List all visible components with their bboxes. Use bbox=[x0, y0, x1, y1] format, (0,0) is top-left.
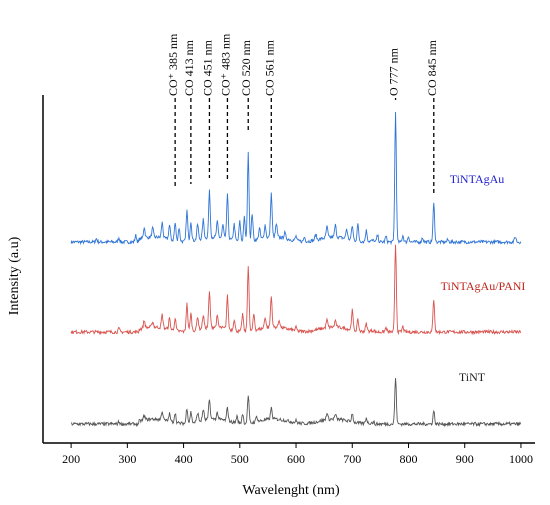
x-tick-label: 200 bbox=[62, 452, 80, 466]
x-tick-label: 800 bbox=[399, 452, 417, 466]
peak-annotations: CO⁺ 385 nm CO 413 nm CO 451 nm CO⁺ 483 nm CO… bbox=[166, 33, 439, 196]
peak-annotation-label: CO 520 nm bbox=[239, 39, 253, 96]
x-tick-label: 400 bbox=[175, 452, 193, 466]
series-label: TiNTAgAu/PANI bbox=[441, 279, 526, 293]
peak-annotation-label: CO 561 nm bbox=[262, 39, 276, 96]
series-line-tintagau bbox=[70, 111, 522, 246]
series-line-tintagau-pani bbox=[70, 244, 521, 336]
series-label: TiNT bbox=[459, 370, 486, 384]
peak-annotation-label: CO⁺ 483 nm bbox=[218, 33, 232, 96]
series-label: TiNTAgAu bbox=[450, 172, 505, 186]
peak-annotation-label: CO⁺ 385 nm bbox=[166, 33, 180, 96]
x-tick-label: 700 bbox=[343, 452, 361, 466]
peak-annotation-label: O 777 nm bbox=[387, 47, 401, 96]
y-axis-title: Intensity (a.u) bbox=[7, 236, 22, 315]
series-line-tint bbox=[70, 378, 522, 428]
peak-annotation-label: CO 845 nm bbox=[425, 39, 439, 96]
x-tick-label: 500 bbox=[231, 452, 249, 466]
x-tick-label: 900 bbox=[456, 452, 474, 466]
series-group: TiNTAgAu TiNTAgAu/PANI TiNT bbox=[70, 111, 526, 428]
x-axis-title: Wavelenght (nm) bbox=[242, 483, 340, 498]
peak-annotation-label: CO 413 nm bbox=[182, 39, 196, 96]
x-tick-label: 1000 bbox=[509, 452, 533, 466]
peak-annotation-label: CO 451 nm bbox=[200, 39, 214, 96]
x-tick-label: 300 bbox=[118, 452, 136, 466]
axes-group: 200 300 400 500 600 700 800 900 1000 bbox=[42, 95, 535, 466]
x-tick-label: 600 bbox=[287, 452, 305, 466]
